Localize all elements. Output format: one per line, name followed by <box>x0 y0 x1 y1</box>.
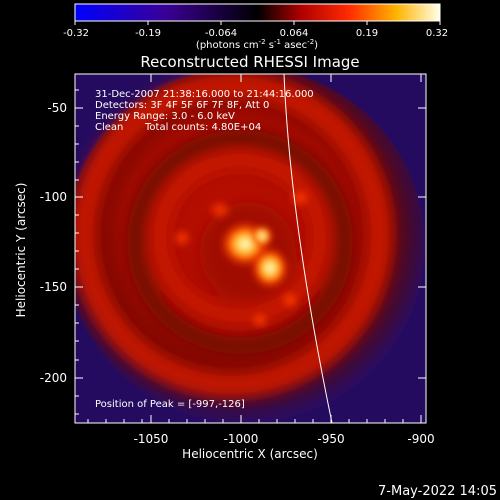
plot-frame <box>74 73 427 424</box>
info-algorithm: Clean <box>95 122 123 133</box>
colorbar-ticks <box>74 21 441 25</box>
y-tick-label: -150 <box>40 280 67 294</box>
reconstructed-image <box>75 74 426 423</box>
y-tick-label: -200 <box>40 371 67 385</box>
colorbar-unit: (photons cm-2 s-1 asec-2) <box>196 38 318 51</box>
info-time-range: 31-Dec-2007 21:38:16.000 to 21:44:16.000 <box>95 89 314 100</box>
y-axis-ticks <box>75 89 426 415</box>
x-axis-label: Heliocentric X (arcsec) <box>182 447 318 461</box>
colorbar <box>74 3 441 22</box>
x-tick-label: -900 <box>407 432 434 446</box>
x-tick-label: -1050 <box>134 432 169 446</box>
y-axis-label: Heliocentric Y (arcsec) <box>14 183 28 318</box>
x-tick-label: -1000 <box>224 432 259 446</box>
y-tick-label: -100 <box>40 190 67 204</box>
colorbar-tick-label: 0.32 <box>426 28 448 39</box>
info-total-counts: Total counts: 4.80E+04 <box>144 122 261 133</box>
plot-title: Reconstructed RHESSI Image <box>140 53 359 71</box>
y-tick-label: -50 <box>47 101 67 115</box>
colorbar-tick-label: -0.19 <box>135 28 161 39</box>
x-tick-label: -950 <box>317 432 344 446</box>
colorbar-tick-label: 0.19 <box>356 28 378 39</box>
colorbar-tick-label: 0.064 <box>280 28 309 39</box>
colorbar-tick-label: -0.32 <box>63 28 89 39</box>
info-energy-range: Energy Range: 3.0 - 6.0 keV <box>95 111 235 122</box>
peak-position: Position of Peak = [-997,-126] <box>95 399 245 410</box>
footer-timestamp: 7-May-2022 14:05 <box>378 484 497 499</box>
x-axis-ticks <box>87 74 422 423</box>
info-detectors: Detectors: 3F 4F 5F 6F 7F 8F, Att 0 <box>95 100 269 111</box>
colorbar-tick-label: -0.064 <box>205 28 237 39</box>
solar-limb-line <box>283 74 333 423</box>
